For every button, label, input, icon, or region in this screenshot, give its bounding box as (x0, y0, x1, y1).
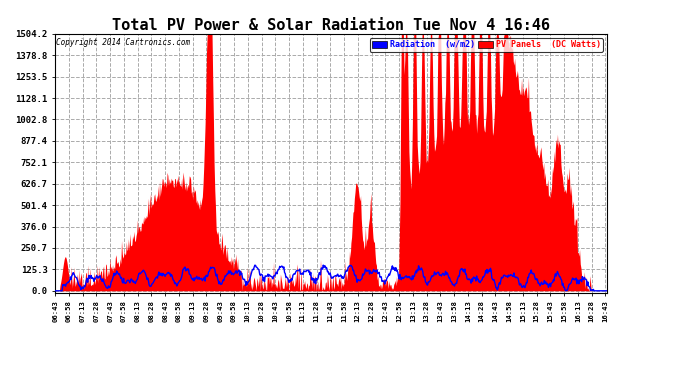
Title: Total PV Power & Solar Radiation Tue Nov 4 16:46: Total PV Power & Solar Radiation Tue Nov… (112, 18, 550, 33)
Text: Copyright 2014 Cartronics.com: Copyright 2014 Cartronics.com (57, 38, 190, 46)
Legend: Radiation  (w/m2), PV Panels  (DC Watts): Radiation (w/m2), PV Panels (DC Watts) (370, 38, 603, 52)
